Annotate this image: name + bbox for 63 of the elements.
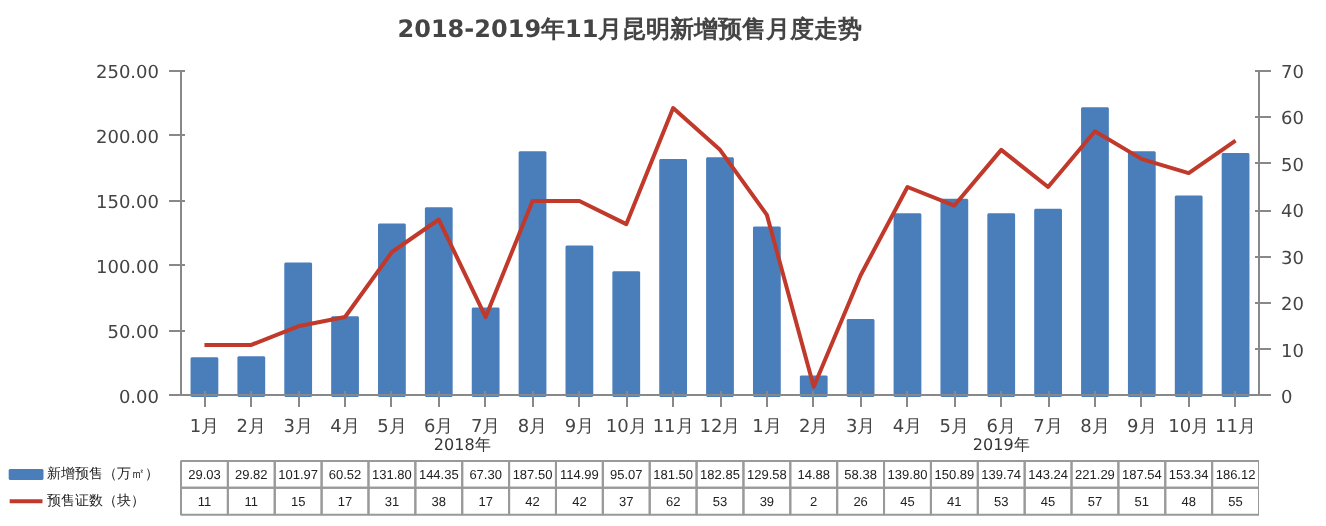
x-tick-label: 9月 [564, 417, 595, 438]
x-tick-label: 7月 [1033, 417, 1063, 438]
y2-tick-label: 10 [1281, 342, 1305, 363]
chart-title: 2018-2019年11月昆明新增预售月度走势 [397, 15, 863, 43]
x-tick-label: 8月 [517, 417, 548, 438]
bar [190, 357, 219, 397]
x-tick-label: 4月 [330, 417, 360, 438]
line-series [202, 106, 1238, 389]
text: 2018年 [433, 436, 491, 455]
bar [893, 213, 922, 397]
bar [1034, 208, 1062, 397]
bar [378, 223, 406, 397]
x-tick-label: 1月 [752, 417, 782, 438]
x-tick-label: 11月 [652, 417, 694, 438]
x-tick-label: 1月 [189, 417, 220, 438]
x-tick-label: 3月 [283, 417, 313, 438]
x-tick-label: 6月 [986, 417, 1016, 438]
y2-tick-label: 30 [1281, 249, 1305, 270]
x-tick-label: 4月 [892, 417, 923, 438]
y-tick-label: 50.00 [107, 323, 160, 344]
x-tick-label: 10月 [605, 417, 647, 438]
x-tick-label: 5月 [377, 417, 407, 438]
bar [1081, 107, 1109, 397]
y2-tick-label: 70 [1281, 63, 1305, 84]
x-tick-label: 6月 [424, 417, 454, 438]
bar [752, 226, 781, 397]
bar [331, 316, 359, 397]
bar [284, 262, 313, 397]
y2-tick-label: 0 [1281, 388, 1293, 409]
bar [1174, 195, 1203, 397]
x-tick-label: 2月 [236, 417, 267, 438]
y2-tick-label: 40 [1281, 203, 1305, 224]
bar [237, 356, 266, 397]
x-tick-label: 10月 [1168, 417, 1210, 438]
x-tick-label: 3月 [845, 417, 876, 438]
bar [659, 158, 688, 397]
y2-tick-label: 60 [1281, 110, 1305, 131]
bar [706, 157, 734, 397]
bar [940, 198, 969, 397]
bar [1221, 152, 1250, 397]
bar [612, 271, 641, 397]
x-tick-label: 9月 [1127, 417, 1157, 438]
y2-tick-label: 50 [1281, 156, 1305, 177]
y-tick-label: 100.00 [96, 258, 160, 279]
y-tick-label: 250.00 [96, 63, 160, 84]
y2-tick-label: 20 [1281, 296, 1305, 317]
y-tick-label: 200.00 [96, 128, 160, 149]
y-tick-label: 0.00 [118, 388, 160, 409]
x-tick-label: 11月 [1215, 417, 1257, 438]
x-tick-label: 2月 [799, 417, 829, 438]
bar [471, 307, 500, 397]
bar [565, 245, 594, 397]
bar [424, 207, 453, 397]
x-tick-label: 8月 [1080, 417, 1110, 438]
x-tick-label: 5月 [939, 417, 970, 438]
bar [846, 319, 875, 397]
bar [518, 151, 547, 397]
x-tick-label: 12月 [699, 417, 741, 438]
x-tick-label: 7月 [470, 417, 501, 438]
bar [987, 213, 1016, 397]
text: 2019年 [972, 436, 1030, 455]
y-tick-label: 150.00 [96, 193, 160, 214]
bar [1127, 151, 1156, 397]
